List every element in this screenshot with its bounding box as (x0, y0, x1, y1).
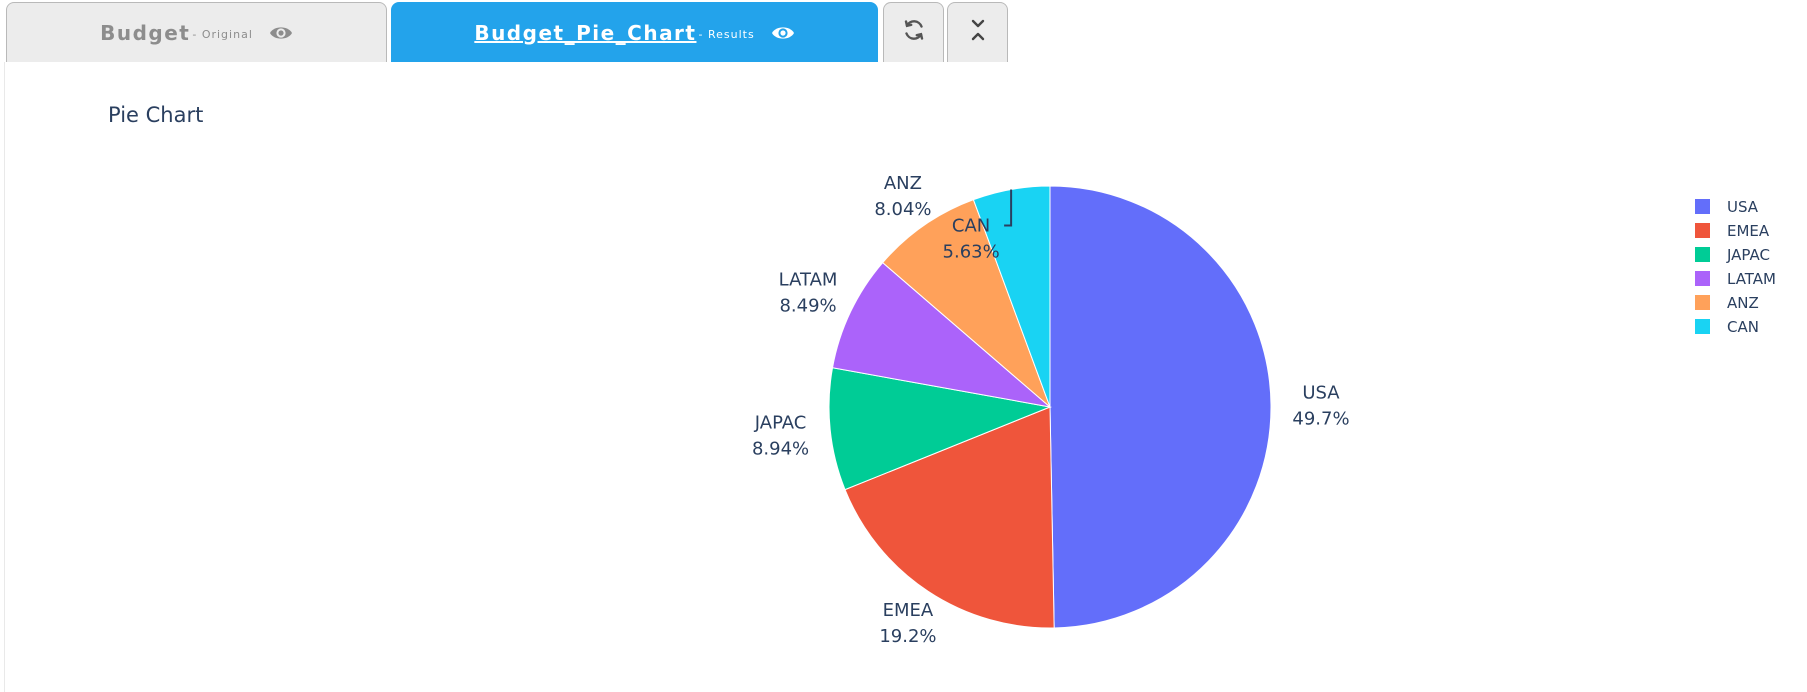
tab-budget-pie-chart-results[interactable]: Budget_Pie_Chart - Results (391, 2, 878, 62)
tab-budget-original[interactable]: Budget - Original (6, 2, 387, 62)
legend-label-latam: LATAM (1727, 270, 1776, 288)
legend-swatch-latam (1695, 271, 1710, 286)
legend-swatch-japac (1695, 247, 1710, 262)
legend-swatch-emea (1695, 223, 1710, 238)
legend-label-emea: EMEA (1727, 222, 1770, 240)
legend-item-emea[interactable]: EMEA (1695, 222, 1770, 240)
tab-label: Budget (100, 20, 191, 45)
pie-slice-emea[interactable] (844, 406, 1055, 629)
eye-icon[interactable] (269, 24, 293, 42)
slice-label-anz: ANZ 8.04% (874, 173, 931, 220)
slice-label-latam: LATAM 8.49% (779, 270, 838, 317)
legend-label-japac: JAPAC (1726, 246, 1770, 264)
refresh-icon (902, 17, 926, 48)
tab-label: Budget_Pie_Chart (474, 20, 697, 45)
legend-swatch-usa (1695, 199, 1710, 214)
content-border (4, 62, 5, 692)
legend-item-can[interactable]: CAN (1695, 318, 1759, 336)
collapse-icon (969, 17, 987, 48)
tab-bar: Budget - Original Budget_Pie_Chart - Res… (0, 0, 1807, 62)
leader-line-can (1004, 189, 1013, 227)
slice-label-can: CAN 5.63% (943, 215, 1000, 262)
legend-item-usa[interactable]: USA (1695, 198, 1759, 216)
pie-slice-anz[interactable] (881, 199, 1051, 408)
tab-suffix: - Results (698, 27, 755, 41)
pie-slice-japac[interactable] (828, 367, 1052, 491)
legend-item-japac[interactable]: JAPAC (1695, 246, 1770, 264)
legend-item-anz[interactable]: ANZ (1695, 294, 1759, 312)
slice-label-japac: JAPAC 8.94% (752, 413, 809, 460)
slice-label-emea: EMEA 19.2% (879, 600, 936, 647)
legend-swatch-can (1695, 319, 1710, 334)
legend-item-latam[interactable]: LATAM (1695, 270, 1776, 288)
chart-title: Pie Chart (108, 103, 204, 127)
legend-label-can: CAN (1727, 318, 1759, 336)
pie-slice-latam[interactable] (831, 261, 1052, 408)
legend-swatch-anz (1695, 295, 1710, 310)
slice-label-usa: USA 49.7% (1292, 382, 1349, 429)
pie-slice-usa[interactable] (1049, 185, 1272, 629)
collapse-button[interactable] (947, 2, 1008, 62)
legend-label-usa: USA (1727, 198, 1759, 216)
legend-label-anz: ANZ (1727, 294, 1759, 312)
refresh-button[interactable] (883, 2, 944, 62)
tab-suffix: - Original (192, 27, 253, 41)
eye-icon[interactable] (771, 24, 795, 42)
